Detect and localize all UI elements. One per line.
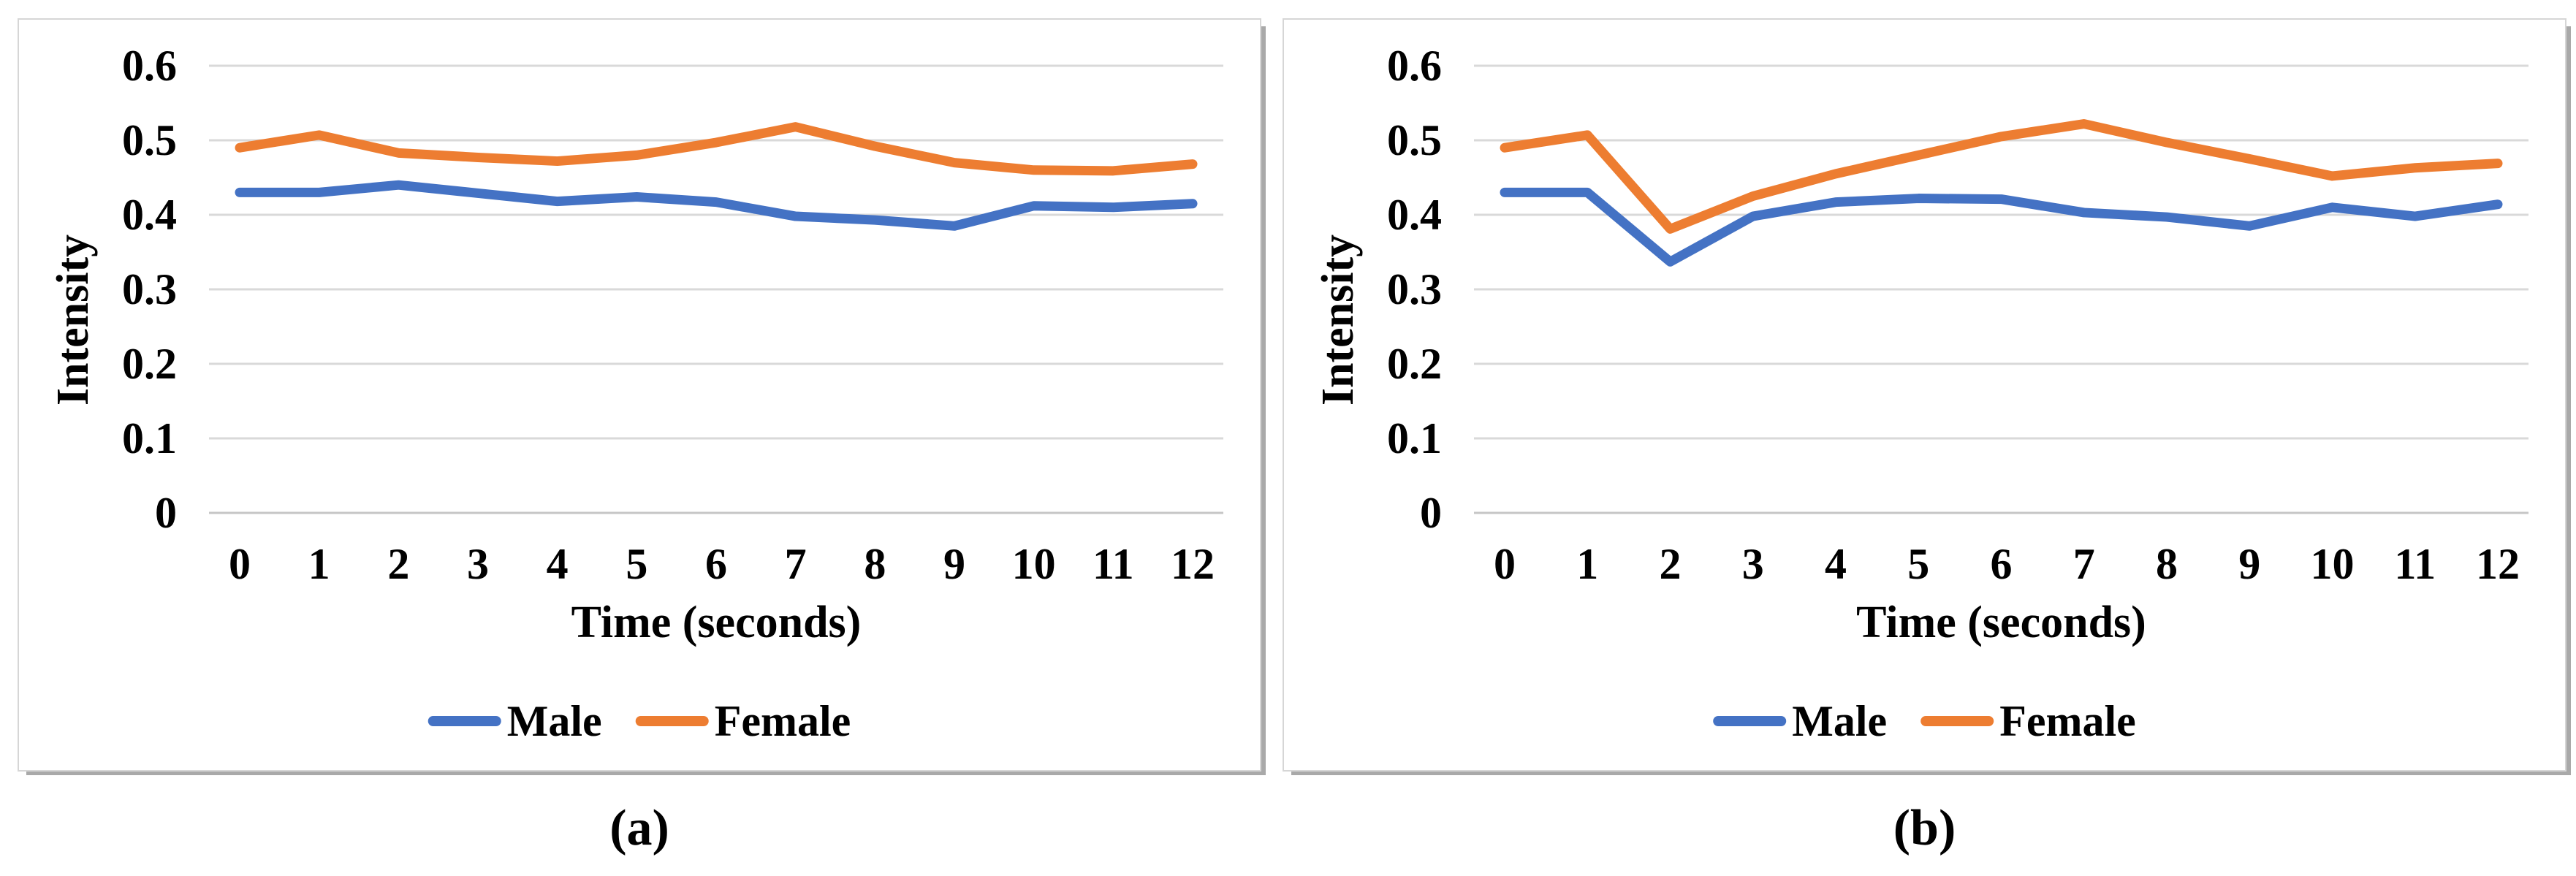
x-tick-label: 8: [864, 540, 886, 588]
legend-swatch-female: [1920, 716, 1994, 726]
legend-label-male: Male: [1792, 697, 1887, 745]
x-axis-title: Time (seconds): [1856, 598, 2146, 647]
x-tick-label: 9: [2238, 540, 2260, 588]
series-line-male: [235, 180, 1198, 231]
x-tick-label: 12: [1171, 540, 1215, 588]
legend-label-female: Female: [715, 697, 851, 745]
x-tick-label: 6: [705, 540, 727, 588]
x-tick-label: 2: [387, 540, 409, 588]
x-tick-label: 10: [1012, 540, 1056, 588]
caption-b: (b): [1893, 800, 1956, 856]
legend: Male Female: [428, 697, 851, 745]
x-tick-label: 3: [467, 540, 489, 588]
x-tick-label: 1: [1576, 540, 1598, 588]
x-tick-label: 8: [2156, 540, 2178, 588]
y-tick-label: 0.2: [1387, 340, 1442, 388]
legend-swatch-male: [1713, 716, 1787, 726]
y-tick-label: 0.5: [1387, 116, 1442, 164]
series-line-female: [1500, 119, 2503, 234]
line-chart-b: 00.10.20.30.40.50.60 1 2 3 4 5 6 7 8 9 10 11 12Time …: [1313, 42, 2528, 745]
chart-panel-b: 0 0.1 0.2 0.3 0.4 0.5 0.6 0 1 2 3 4 5 6 7 8 9 10 11 12 Time …: [1283, 18, 2566, 772]
line-chart-a: 00.10.20.30.40.50.60 1 2 3 4 5 6 7 8 9 10 11 12Time …: [48, 42, 1223, 745]
series-line-female: [235, 122, 1198, 176]
legend: Male Female: [1713, 697, 2136, 745]
x-tick-label: 0: [229, 540, 251, 588]
x-tick-label: 10: [2311, 540, 2355, 588]
y-tick-label: 0.2: [122, 340, 177, 388]
series-line-male: [1500, 187, 2503, 267]
y-tick-label: 0.4: [122, 191, 177, 239]
legend-swatch-male: [428, 716, 501, 726]
y-tick-label: 0: [1420, 489, 1442, 537]
caption-a: (a): [609, 800, 669, 856]
x-tick-label: 4: [547, 540, 569, 588]
x-axis-title: Time (seconds): [571, 598, 862, 647]
y-tick-label: 0.4: [1387, 191, 1442, 239]
x-tick-label: 4: [1825, 540, 1847, 588]
x-tick-label: 11: [1093, 540, 1134, 588]
x-tick-label: 3: [1742, 540, 1764, 588]
x-tick-label: 7: [785, 540, 807, 588]
x-tick-label: 2: [1660, 540, 1682, 588]
y-tick-label: 0.1: [122, 414, 177, 462]
x-tick-label: 1: [308, 540, 330, 588]
x-tick-label: 12: [2476, 540, 2520, 588]
y-tick-label: 0.3: [1387, 265, 1442, 313]
x-tick-label: 5: [626, 540, 647, 588]
y-tick-label: 0.6: [122, 42, 177, 90]
x-tick-label: 11: [2394, 540, 2436, 588]
x-tick-label: 5: [1907, 540, 1929, 588]
chart-panel-a: 0 0.1 0.2 0.3 0.4 0.5 0.6 0 1 2 3 4 5 6 7 8 9 10 11 12 Time …: [18, 18, 1261, 772]
legend-swatch-female: [635, 716, 709, 726]
y-axis-title: Intensity: [48, 235, 98, 405]
legend-label-female: Female: [1999, 697, 2136, 745]
x-tick-label: 7: [2073, 540, 2095, 588]
y-tick-label: 0.6: [1387, 42, 1442, 90]
legend-label-male: Male: [507, 697, 602, 745]
x-tick-label: 6: [1991, 540, 2013, 588]
x-tick-label: 9: [943, 540, 965, 588]
y-axis-title: Intensity: [1313, 235, 1363, 405]
y-tick-label: 0.1: [1387, 414, 1442, 462]
y-tick-label: 0: [155, 489, 177, 537]
y-tick-label: 0.5: [122, 116, 177, 164]
x-tick-label: 0: [1494, 540, 1516, 588]
y-tick-label: 0.3: [122, 265, 177, 313]
